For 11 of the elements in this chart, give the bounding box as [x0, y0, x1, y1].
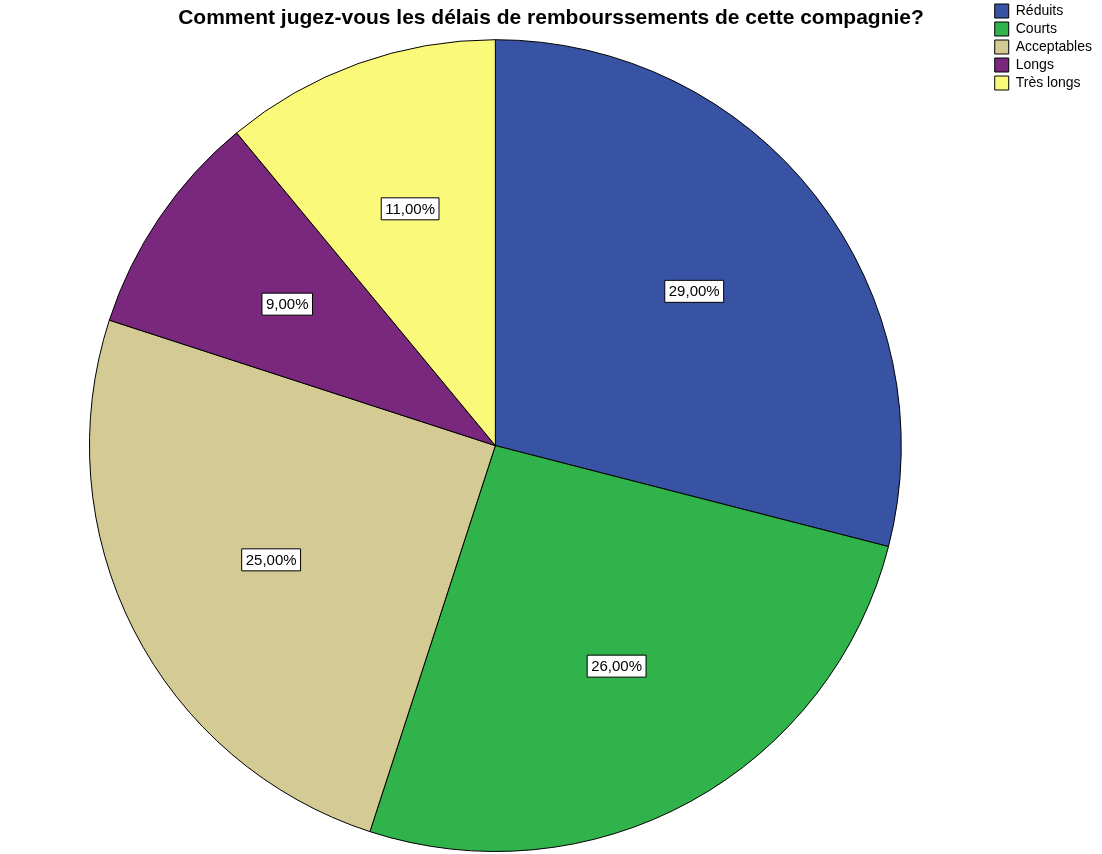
legend-label: Longs — [1015, 55, 1054, 72]
legend-label: Très longs — [1015, 73, 1081, 90]
legend-label: Réduits — [1015, 1, 1064, 18]
data-label: 9,00% — [265, 295, 309, 313]
data-label: 11,00% — [385, 199, 435, 217]
chart-title: Comment jugez-vous les délais de rembourssements de cette compagnie? — [178, 5, 924, 29]
data-label: 29,00% — [668, 282, 720, 300]
data-label: 26,00% — [591, 657, 643, 675]
legend-label: Acceptables — [1015, 37, 1093, 54]
data-label: 25,00% — [245, 550, 297, 568]
legend-label: Courts — [1015, 19, 1057, 36]
